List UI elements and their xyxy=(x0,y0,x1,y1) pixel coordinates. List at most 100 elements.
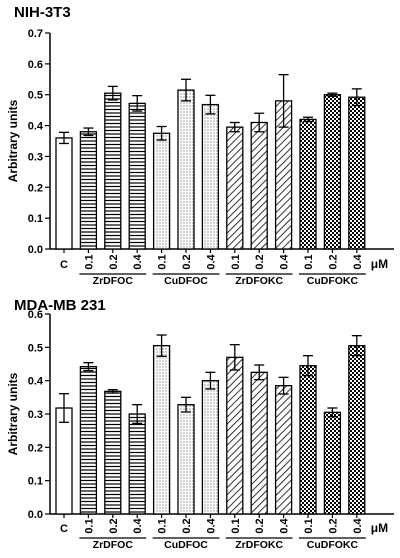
bar xyxy=(348,96,366,250)
chart-title: NIH-3T3 xyxy=(14,4,71,21)
x-tick-label: 0.2 xyxy=(181,518,193,533)
x-tick-label: 0.1 xyxy=(303,518,315,533)
error-bar xyxy=(181,396,191,413)
bar xyxy=(201,380,220,515)
error-bar xyxy=(107,85,118,101)
bar xyxy=(323,411,342,515)
x-tick-label: 0.1 xyxy=(157,518,169,533)
y-tick-label: 0.3 xyxy=(28,151,43,163)
y-tick-label: 0.5 xyxy=(28,342,43,354)
x-tick-label: 0.2 xyxy=(254,254,266,269)
bar xyxy=(299,365,317,515)
x-tick-label: 0.1 xyxy=(230,254,242,269)
group-label: CuDFOC xyxy=(164,539,208,551)
y-tick-label: 0.5 xyxy=(28,90,43,102)
error-bar xyxy=(351,88,362,107)
x-tick-label: 0.2 xyxy=(181,254,193,269)
chart-panel-mda-mb-231: MDA-MB 231 Arbitrary units 0.0 0.1 0.2 0.3 0.4… xyxy=(6,297,394,551)
bar xyxy=(299,118,317,250)
x-tick-label: 0.1 xyxy=(157,254,169,269)
bar xyxy=(250,121,268,250)
chart-title: MDA-MB 231 xyxy=(14,297,106,314)
x-tick-label: 0.4 xyxy=(279,517,291,533)
error-bar xyxy=(327,92,338,97)
error-bar xyxy=(351,335,362,357)
error-bar xyxy=(156,334,167,357)
error-bar xyxy=(59,131,69,145)
y-tick-label: 0.1 xyxy=(28,213,43,225)
x-tick-label: 0.1 xyxy=(230,518,242,533)
group-label: ZrDFOC xyxy=(93,275,134,287)
y-axis-label: Arbitrary units xyxy=(6,372,20,455)
unit-label: μM xyxy=(371,257,388,271)
group-label: CuDFOKC xyxy=(307,539,359,551)
x-tick-label: 0.2 xyxy=(108,518,120,533)
chart-panel-nih-3t3: NIH-3T3 Arbitrary units 0.0 0.1 0.2 0.3 0.4 0.5… xyxy=(6,4,394,287)
x-tick-label: 0.2 xyxy=(108,254,120,269)
y-tick-label: 0.3 xyxy=(28,409,43,421)
error-bar xyxy=(205,94,216,115)
bar xyxy=(152,345,171,515)
x-tick-label: 0.2 xyxy=(327,254,339,269)
error-bar xyxy=(229,121,240,133)
x-tick-label: C xyxy=(60,259,68,271)
y-tick-label: 0.4 xyxy=(28,376,44,388)
unit-label: μM xyxy=(371,521,388,535)
x-tick-label: 0.4 xyxy=(352,253,364,269)
y-tick-label: 0.7 xyxy=(28,28,43,40)
x-tick-label: 0.4 xyxy=(352,517,364,533)
group-label: CuDFOC xyxy=(164,275,208,287)
group-label: ZrDFOC xyxy=(93,539,134,551)
group-label: ZrDFOKC xyxy=(235,275,283,287)
y-tick-label: 0.1 xyxy=(28,476,43,488)
bar xyxy=(79,366,98,515)
x-tick-label: 0.4 xyxy=(205,517,217,533)
y-tick-label: 0.4 xyxy=(28,121,44,133)
y-tick-label: 0.0 xyxy=(28,509,43,521)
x-tick-label: 0.1 xyxy=(83,254,95,269)
x-tick-label: 0.4 xyxy=(279,253,291,269)
error-bar xyxy=(132,404,143,424)
x-tick-label: 0.2 xyxy=(254,518,266,533)
bar xyxy=(55,407,73,515)
error-bar xyxy=(303,116,313,123)
x-tick-label: 0.4 xyxy=(132,517,144,533)
bar xyxy=(274,385,293,515)
error-bar xyxy=(107,389,118,394)
y-tick-label: 0.0 xyxy=(28,244,43,256)
bar xyxy=(226,126,244,250)
y-tick-label: 0.2 xyxy=(28,442,43,454)
bar xyxy=(79,131,98,250)
x-tick-label: 0.2 xyxy=(327,518,339,533)
x-tick-label: 0.4 xyxy=(205,253,217,269)
error-bar xyxy=(59,393,69,423)
error-bar xyxy=(83,362,94,372)
error-bar xyxy=(278,376,289,395)
error-bar xyxy=(327,407,338,418)
x-tick-label: 0.1 xyxy=(83,518,95,533)
error-bar xyxy=(181,78,191,102)
y-axis-label: Arbitrary units xyxy=(6,99,20,182)
bar xyxy=(323,94,342,250)
error-bar xyxy=(229,344,240,371)
bar xyxy=(348,345,366,515)
bar xyxy=(226,356,244,515)
x-tick-label: 0.4 xyxy=(132,253,144,269)
error-bar xyxy=(254,364,265,381)
bar xyxy=(55,137,73,250)
error-bar xyxy=(278,74,289,128)
bar xyxy=(201,103,220,250)
y-tick-label: 0.6 xyxy=(28,59,43,71)
error-bar xyxy=(254,112,265,133)
error-bar xyxy=(156,125,167,141)
error-bar xyxy=(132,94,143,112)
x-tick-label: C xyxy=(60,523,68,535)
bar xyxy=(104,92,122,250)
error-bar xyxy=(303,355,313,377)
bar xyxy=(250,371,268,515)
y-tick-label: 0.2 xyxy=(28,182,43,194)
group-label: ZrDFOKC xyxy=(235,539,283,551)
bar xyxy=(128,413,146,515)
y-tick-label: 0.6 xyxy=(28,309,43,321)
